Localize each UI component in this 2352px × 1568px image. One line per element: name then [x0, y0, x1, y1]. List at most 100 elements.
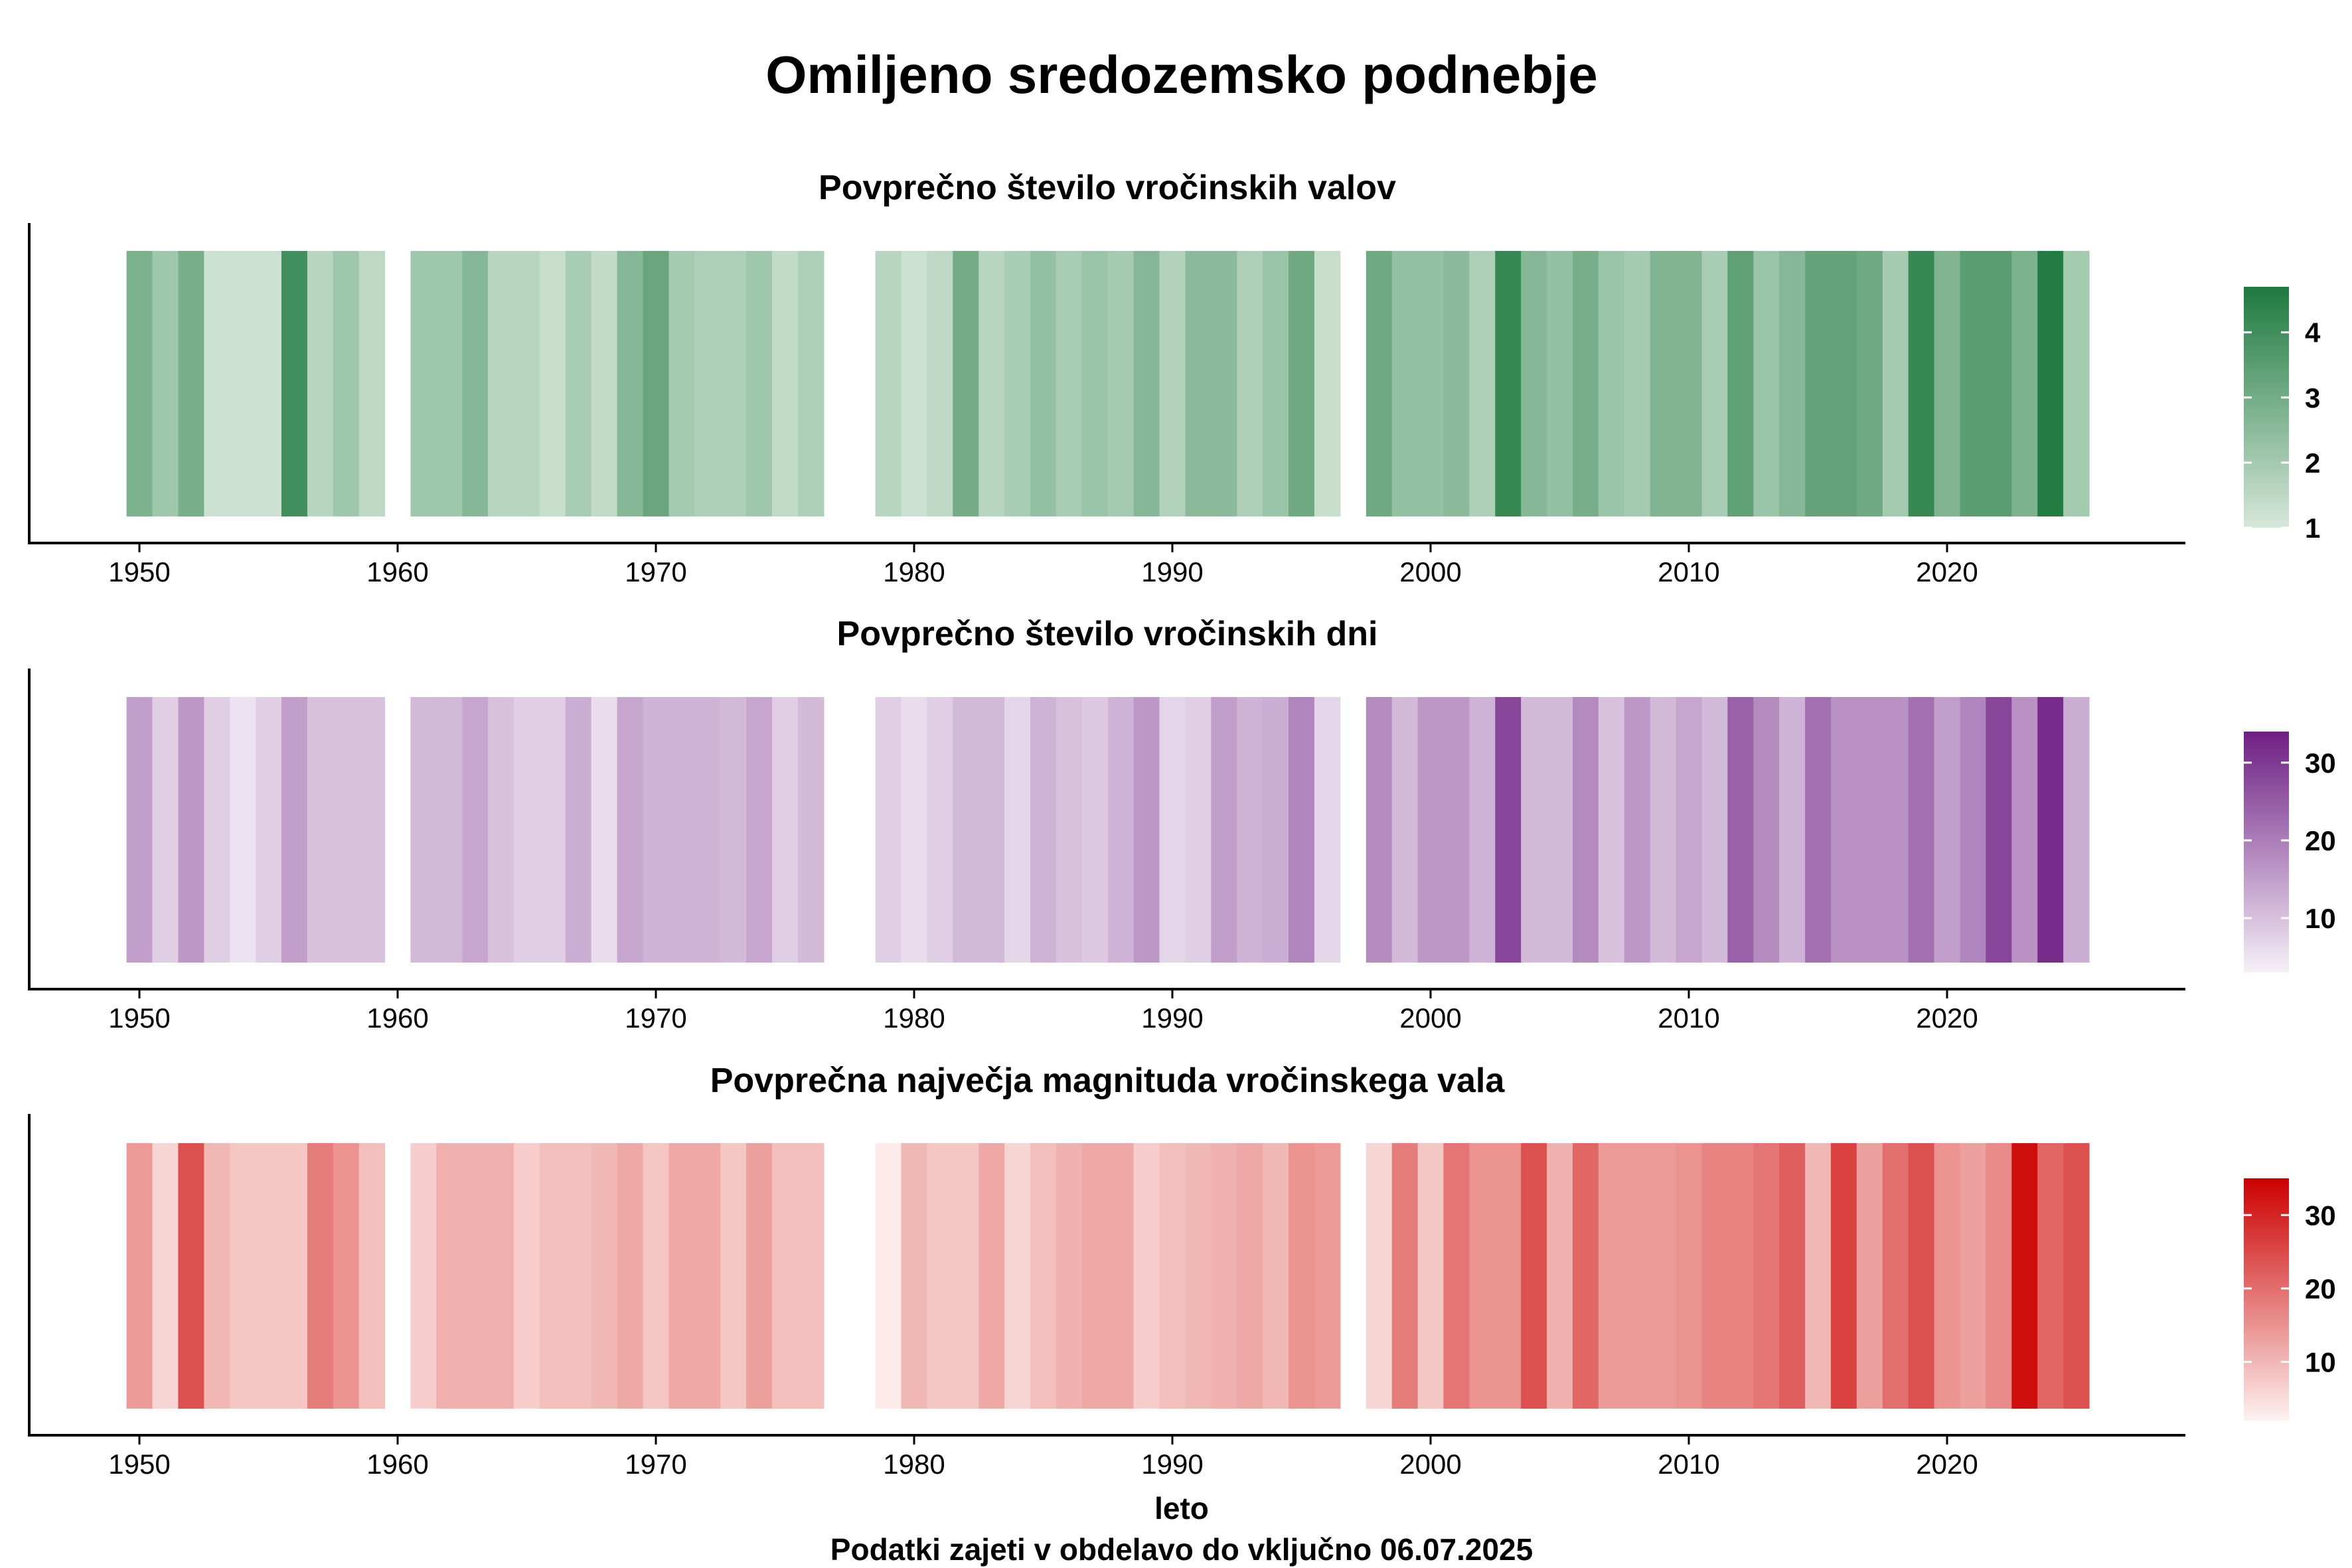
- heat-tile-1961: [410, 1143, 437, 1409]
- heat-tile-1991: [1185, 697, 1212, 963]
- heat-tile-1972: [694, 251, 721, 516]
- heat-tile-1957: [307, 1143, 334, 1409]
- x-tick-label-2010: 2010: [1658, 1449, 1719, 1480]
- heat-tile-1950: [126, 1143, 153, 1409]
- heat-tile-1991: [1185, 251, 1212, 516]
- colorbar-tick-label: 10: [2305, 903, 2336, 934]
- heat-tile-1971: [668, 251, 695, 516]
- heat-tile-1996: [1314, 1143, 1341, 1409]
- heat-tile-2024: [2037, 697, 2064, 963]
- heat-tile-1988: [1107, 251, 1135, 516]
- heat-tile-1996: [1314, 251, 1341, 516]
- heat-tile-2006: [1573, 697, 1599, 963]
- heat-tile-1970: [643, 1143, 669, 1409]
- heat-tile-1976: [798, 697, 824, 963]
- panel-title: Povprečno število vročinskih valov: [819, 169, 1396, 207]
- heat-tile-2009: [1650, 1143, 1677, 1409]
- heat-tile-1956: [281, 1143, 308, 1409]
- heat-tile-1979: [875, 251, 902, 516]
- heat-tile-2017: [1856, 697, 1883, 963]
- heat-tile-2022: [1986, 697, 2012, 963]
- heat-tile-2024: [2037, 251, 2064, 516]
- heat-tile-1955: [256, 1143, 282, 1409]
- heat-tile-1963: [462, 1143, 489, 1409]
- heat-tile-1973: [720, 697, 747, 963]
- heat-tile-1952: [178, 1143, 204, 1409]
- panel-2: Povprečno število vročinskih dni 1950 1960…: [28, 615, 2336, 1034]
- heat-tile-1981: [927, 697, 953, 963]
- heat-tile-2006: [1573, 251, 1599, 516]
- heat-tile-1998: [1366, 251, 1393, 516]
- heat-tile-2025: [2063, 697, 2090, 963]
- heat-tile-2025: [2063, 1143, 2090, 1409]
- heat-tile-2017: [1856, 251, 1883, 516]
- heat-tile-1980: [901, 1143, 927, 1409]
- heat-tile-2008: [1624, 697, 1651, 963]
- heat-tile-1951: [152, 1143, 179, 1409]
- heat-tile-2000: [1417, 1143, 1445, 1409]
- x-tick-label-1980: 1980: [883, 1449, 945, 1480]
- x-tick-label-2020: 2020: [1916, 556, 1978, 588]
- heat-tile-2018: [1882, 697, 1909, 963]
- heat-tile-1981: [927, 251, 953, 516]
- heat-tile-1950: [126, 251, 153, 516]
- heat-tile-1975: [772, 1143, 799, 1409]
- heat-tile-1972: [694, 697, 721, 963]
- x-tick-label-2010: 2010: [1658, 556, 1719, 588]
- heat-tile-1985: [1030, 697, 1057, 963]
- heat-tile-2001: [1443, 251, 1470, 516]
- colorbar: [2244, 732, 2289, 973]
- heat-tile-1999: [1391, 697, 1419, 963]
- caption: Podatki zajeti v obdelavo do vključno 06…: [830, 1532, 1533, 1567]
- heat-tile-1963: [462, 251, 489, 516]
- heat-tile-2004: [1521, 1143, 1547, 1409]
- x-tick-label-1980: 1980: [883, 1002, 945, 1034]
- heat-tile-2018: [1882, 251, 1909, 516]
- heat-tile-1992: [1211, 251, 1237, 516]
- heat-tile-1992: [1211, 697, 1237, 963]
- heat-tile-1993: [1237, 251, 1263, 516]
- heat-tile-2012: [1727, 1143, 1754, 1409]
- heat-tile-2002: [1469, 251, 1496, 516]
- panels: Povprečno število vročinskih valov 1950 19…: [28, 169, 2336, 1480]
- heat-tile-2023: [2011, 251, 2038, 516]
- heat-tile-2013: [1753, 251, 1780, 516]
- heat-tile-1998: [1366, 1143, 1393, 1409]
- heat-tile-2002: [1469, 1143, 1496, 1409]
- heat-tile-1987: [1081, 697, 1109, 963]
- x-tick-label-1970: 1970: [625, 556, 686, 588]
- heat-tile-2020: [1934, 697, 1961, 963]
- heat-tile-1964: [488, 1143, 514, 1409]
- heat-tile-2023: [2011, 1143, 2038, 1409]
- heat-tile-1982: [953, 1143, 979, 1409]
- colorbar: [2244, 1178, 2289, 1421]
- heat-tile-2021: [1960, 697, 1986, 963]
- heat-tile-1953: [204, 1143, 230, 1409]
- colorbar-tick-label: 30: [2305, 1200, 2336, 1231]
- heat-tile-2004: [1521, 697, 1547, 963]
- heat-tile-1990: [1159, 697, 1186, 963]
- heat-tile-1984: [1004, 1143, 1031, 1409]
- heat-tile-2005: [1547, 697, 1573, 963]
- colorbar-tick-label: 1: [2305, 512, 2320, 544]
- x-tick-label-2000: 2000: [1399, 1449, 1461, 1480]
- heat-tile-2010: [1676, 251, 1703, 516]
- x-tick-label-1960: 1960: [366, 1449, 428, 1480]
- heat-tile-1995: [1289, 251, 1315, 516]
- x-tick-label-1980: 1980: [883, 556, 945, 588]
- panel-title: Povprečna največja magnituda vročinskega…: [710, 1061, 1506, 1100]
- heat-tile-2016: [1831, 251, 1857, 516]
- x-tick-label-1990: 1990: [1141, 1002, 1203, 1034]
- heat-tile-1972: [694, 1143, 721, 1409]
- heat-tile-1999: [1391, 1143, 1419, 1409]
- heat-tile-1967: [565, 1143, 592, 1409]
- heat-tile-2016: [1831, 1143, 1857, 1409]
- heat-tile-1966: [539, 1143, 566, 1409]
- heat-tile-1952: [178, 697, 204, 963]
- heat-tile-2011: [1701, 1143, 1728, 1409]
- heat-tile-2010: [1676, 1143, 1703, 1409]
- heat-tile-2023: [2011, 697, 2038, 963]
- heat-tile-1969: [617, 251, 644, 516]
- panel-3: Povprečna največja magnituda vročinskega…: [28, 1061, 2336, 1480]
